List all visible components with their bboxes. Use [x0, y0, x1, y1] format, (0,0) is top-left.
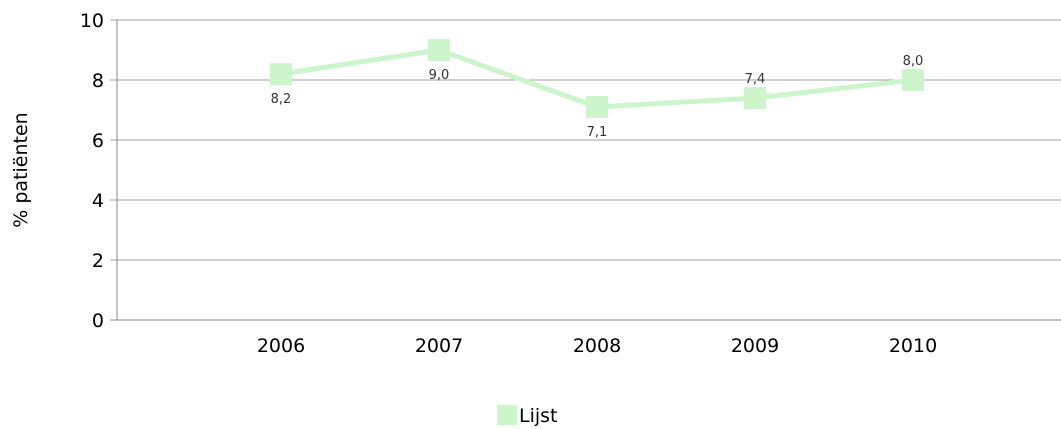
- data-label: 8,0: [903, 54, 924, 69]
- y-tick-label: 2: [92, 250, 104, 272]
- y-tick-label: 8: [92, 70, 104, 92]
- data-point: [744, 87, 766, 109]
- x-tick-label: 2007: [415, 335, 463, 357]
- y-axis-label: % patiënten: [10, 112, 32, 227]
- x-tick-label: 2008: [573, 335, 621, 357]
- data-point: [270, 63, 292, 85]
- data-label: 8,2: [271, 92, 292, 107]
- y-tick-label: 10: [80, 10, 104, 32]
- x-tick-label: 2009: [731, 335, 779, 357]
- data-point: [586, 96, 608, 118]
- legend: Lijst: [497, 405, 558, 427]
- x-tick-labels: 2006 2007 2008 2009 2010: [257, 335, 937, 357]
- y-tick-label: 6: [92, 130, 104, 152]
- y-tick-labels: 0 2 4 6 8 10: [80, 10, 104, 332]
- data-point: [428, 39, 450, 61]
- legend-marker: [497, 405, 517, 425]
- data-label: 9,0: [429, 68, 450, 83]
- x-tick-label: 2010: [889, 335, 937, 357]
- data-label: 7,1: [587, 125, 608, 140]
- data-point: [902, 69, 924, 91]
- gridlines: [110, 19, 1061, 321]
- data-label: 7,4: [745, 72, 766, 87]
- series-lijst: 8,2 9,0 7,1 7,4 8,0: [270, 39, 924, 140]
- y-tick-label: 0: [92, 310, 104, 332]
- x-tick-label: 2006: [257, 335, 305, 357]
- legend-label: Lijst: [519, 405, 558, 427]
- y-tick-label: 4: [92, 190, 104, 212]
